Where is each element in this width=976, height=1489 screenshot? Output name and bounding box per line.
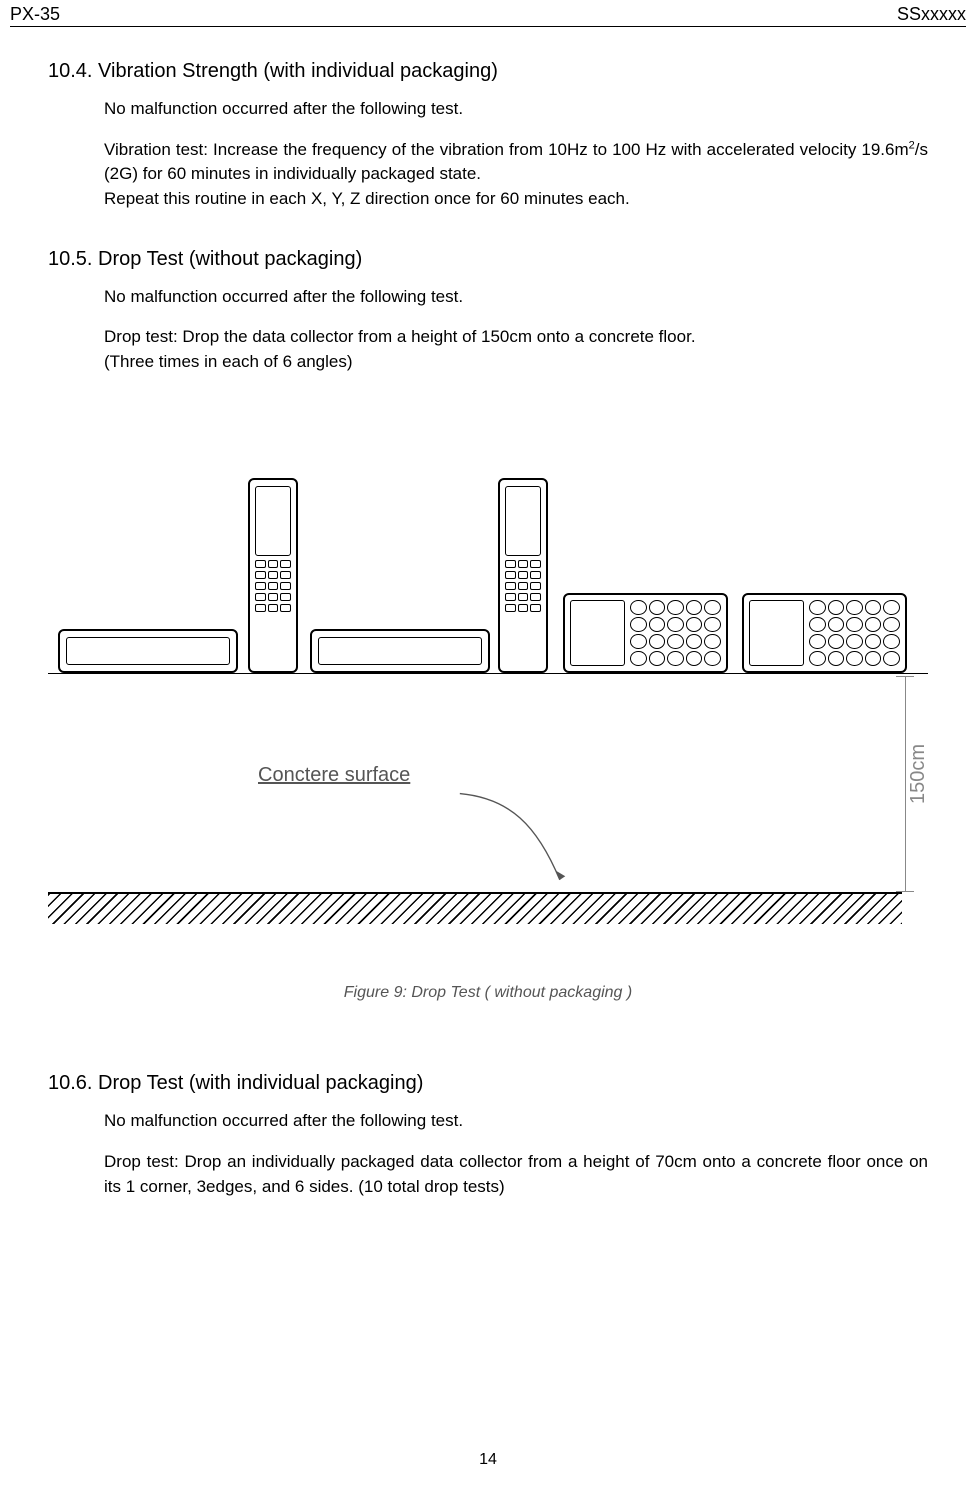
device-side-2 xyxy=(310,629,490,673)
device-side-1 xyxy=(58,629,238,673)
figure-9: Conctere surface 150cm xyxy=(48,424,928,964)
header-right: SSxxxxx xyxy=(897,4,966,25)
page-number: 14 xyxy=(0,1451,976,1469)
s106-p2: Drop test: Drop an individually packaged… xyxy=(104,1150,928,1199)
s105-p1: No malfunction occurred after the follow… xyxy=(104,285,928,310)
header-rule xyxy=(10,26,966,27)
device-landscape-1 xyxy=(563,593,728,673)
figure-9-caption: Figure 9: Drop Test ( without packaging … xyxy=(48,984,928,1002)
section-10-6-heading: 10.6. Drop Test (with individual packagi… xyxy=(48,1072,928,1095)
concrete-surface-label: Conctere surface xyxy=(258,764,410,787)
s104-p1: No malfunction occurred after the follow… xyxy=(104,97,928,122)
s105-p2b: (Three times in each of 6 angles) xyxy=(104,352,353,371)
dim-tick-top xyxy=(896,676,914,677)
dimension-line xyxy=(905,676,906,891)
device-landscape-2 xyxy=(742,593,907,673)
device-front-2 xyxy=(498,478,548,673)
section-10-4-heading: 10.4. Vibration Strength (with individua… xyxy=(48,60,928,83)
page-content: 10.4. Vibration Strength (with individua… xyxy=(48,60,928,1215)
header-left: PX-35 xyxy=(10,4,60,25)
s105-p2: Drop test: Drop the data collector from … xyxy=(104,325,928,374)
section-10-5-heading: 10.5. Drop Test (without packaging) xyxy=(48,248,928,271)
device-front-1 xyxy=(248,478,298,673)
leader-line xyxy=(448,789,608,889)
s106-p1: No malfunction occurred after the follow… xyxy=(104,1109,928,1134)
s104-p2a: Vibration test: Increase the frequency o… xyxy=(104,140,909,159)
s105-p2a: Drop test: Drop the data collector from … xyxy=(104,327,696,346)
s104-p3: Repeat this routine in each X, Y, Z dire… xyxy=(104,189,630,208)
devices-on-table xyxy=(48,464,928,674)
dimension-150cm: 150cm xyxy=(907,744,930,804)
s104-p2: Vibration test: Increase the frequency o… xyxy=(104,138,928,212)
hatched-ground xyxy=(48,892,902,924)
